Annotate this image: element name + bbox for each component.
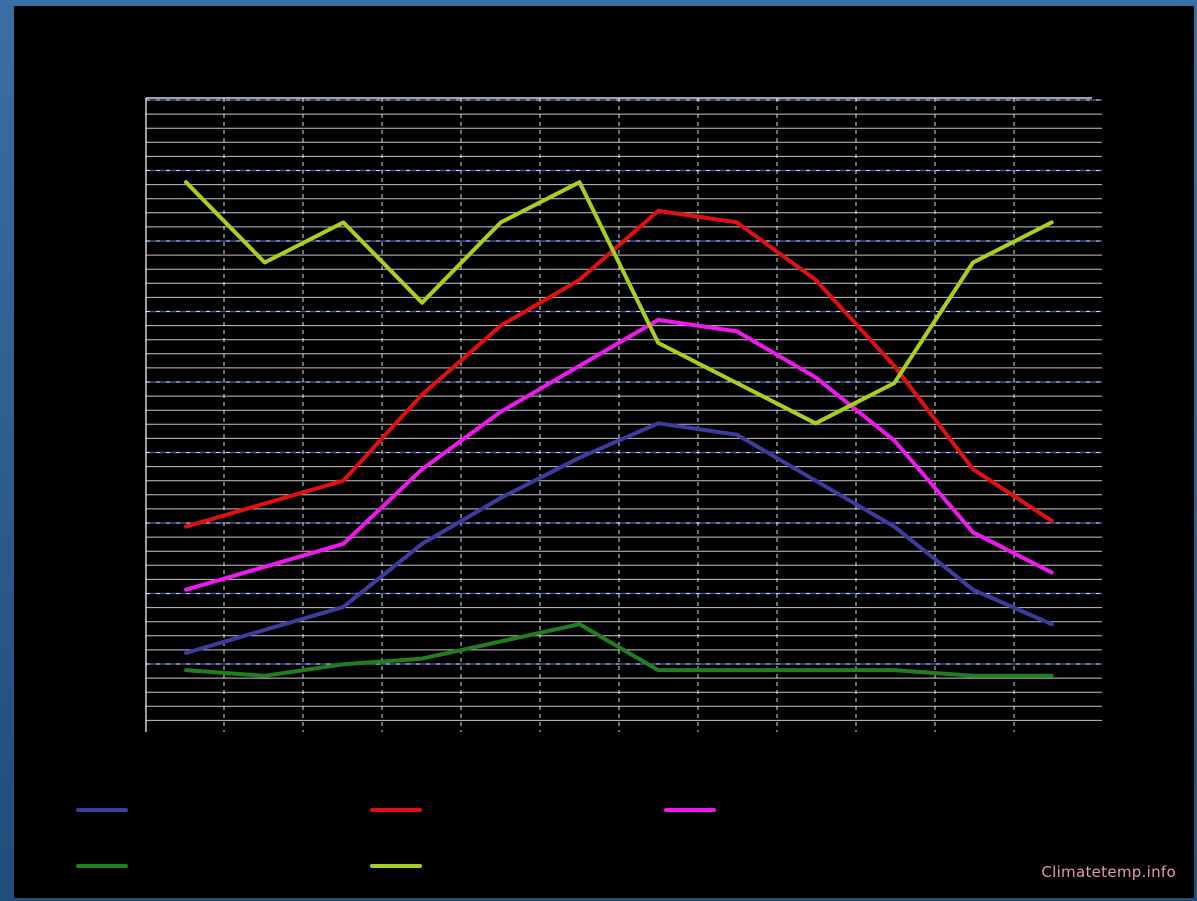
series-4-point-2 bbox=[263, 674, 267, 678]
series-2-point-10 bbox=[892, 364, 896, 368]
series-2-point-1 bbox=[184, 524, 188, 529]
legend-swatch-series-3 bbox=[664, 808, 716, 812]
series-3-point-10 bbox=[892, 438, 896, 443]
series-1-point-2 bbox=[263, 628, 267, 632]
series-3-point-11 bbox=[971, 530, 975, 534]
series-5-point-10 bbox=[892, 381, 896, 385]
series-line-1 bbox=[184, 421, 1054, 655]
series-3-point-3 bbox=[341, 542, 345, 546]
series-4-point-1 bbox=[184, 668, 188, 672]
series-2-point-6 bbox=[577, 278, 582, 282]
series-5-point-12 bbox=[1050, 220, 1054, 224]
legend-swatch-series-1 bbox=[76, 808, 128, 812]
series-1-point-6 bbox=[577, 456, 582, 460]
series-4-point-4 bbox=[420, 657, 424, 661]
series-2-point-7 bbox=[656, 209, 660, 213]
series-1-point-10 bbox=[892, 524, 896, 529]
series-4-point-11 bbox=[971, 674, 975, 678]
series-line-5 bbox=[184, 180, 1054, 426]
series-2-point-8 bbox=[735, 220, 739, 224]
series-3-point-4 bbox=[420, 467, 424, 471]
series-2-point-2 bbox=[263, 502, 267, 506]
grid-layer bbox=[145, 97, 1102, 732]
series-3-point-12 bbox=[1050, 570, 1054, 575]
series-1-point-12 bbox=[1050, 622, 1054, 626]
series-3-point-6 bbox=[577, 364, 582, 368]
series-1-point-8 bbox=[735, 433, 739, 437]
series-layer bbox=[184, 180, 1054, 678]
series-5-point-5 bbox=[499, 220, 503, 224]
series-2-point-12 bbox=[1050, 519, 1054, 523]
series-1-point-5 bbox=[499, 496, 503, 500]
series-4-point-10 bbox=[892, 668, 896, 672]
series-2-point-5 bbox=[499, 324, 503, 328]
series-4-point-9 bbox=[814, 668, 818, 672]
series-3-point-7 bbox=[656, 318, 660, 322]
series-1-point-3 bbox=[341, 605, 345, 609]
series-2-point-9 bbox=[814, 278, 818, 282]
series-3-point-9 bbox=[814, 375, 818, 379]
series-5-point-8 bbox=[735, 381, 739, 385]
series-4-point-7 bbox=[656, 668, 660, 672]
series-5-point-1 bbox=[184, 180, 188, 184]
legend-swatch-series-4 bbox=[76, 864, 128, 868]
series-3-point-5 bbox=[499, 410, 503, 414]
legend-swatch-series-2 bbox=[370, 808, 422, 812]
series-4-point-8 bbox=[735, 668, 739, 672]
series-5-point-4 bbox=[420, 301, 424, 305]
series-5-point-11 bbox=[971, 260, 975, 265]
chart-canvas: Climatetemp.info bbox=[14, 6, 1194, 898]
watermark-text: Climatetemp.info bbox=[1041, 863, 1176, 881]
line-chart bbox=[145, 97, 1102, 732]
series-5-point-9 bbox=[814, 421, 818, 425]
series-line-2 bbox=[184, 208, 1054, 529]
series-3-point-1 bbox=[184, 588, 188, 592]
series-3-point-2 bbox=[263, 565, 267, 569]
series-1-point-11 bbox=[971, 588, 975, 592]
series-1-point-7 bbox=[656, 421, 660, 425]
series-2-point-3 bbox=[341, 479, 345, 483]
series-5-point-6 bbox=[577, 180, 582, 184]
legend-swatch-series-5 bbox=[370, 864, 422, 868]
series-4-point-6 bbox=[577, 622, 582, 626]
series-3-point-8 bbox=[735, 329, 739, 334]
series-4-point-12 bbox=[1050, 674, 1054, 678]
series-5-point-7 bbox=[656, 341, 660, 345]
series-1-point-9 bbox=[814, 479, 818, 483]
series-line-3 bbox=[184, 317, 1054, 592]
series-5-point-2 bbox=[263, 260, 267, 265]
series-1-point-1 bbox=[184, 651, 188, 655]
series-4-point-3 bbox=[341, 662, 345, 666]
series-line-4 bbox=[184, 622, 1054, 678]
series-2-point-11 bbox=[971, 467, 975, 471]
series-2-point-4 bbox=[420, 392, 424, 397]
series-4-point-5 bbox=[499, 639, 503, 643]
series-1-point-4 bbox=[420, 542, 424, 546]
series-5-point-3 bbox=[341, 220, 345, 224]
